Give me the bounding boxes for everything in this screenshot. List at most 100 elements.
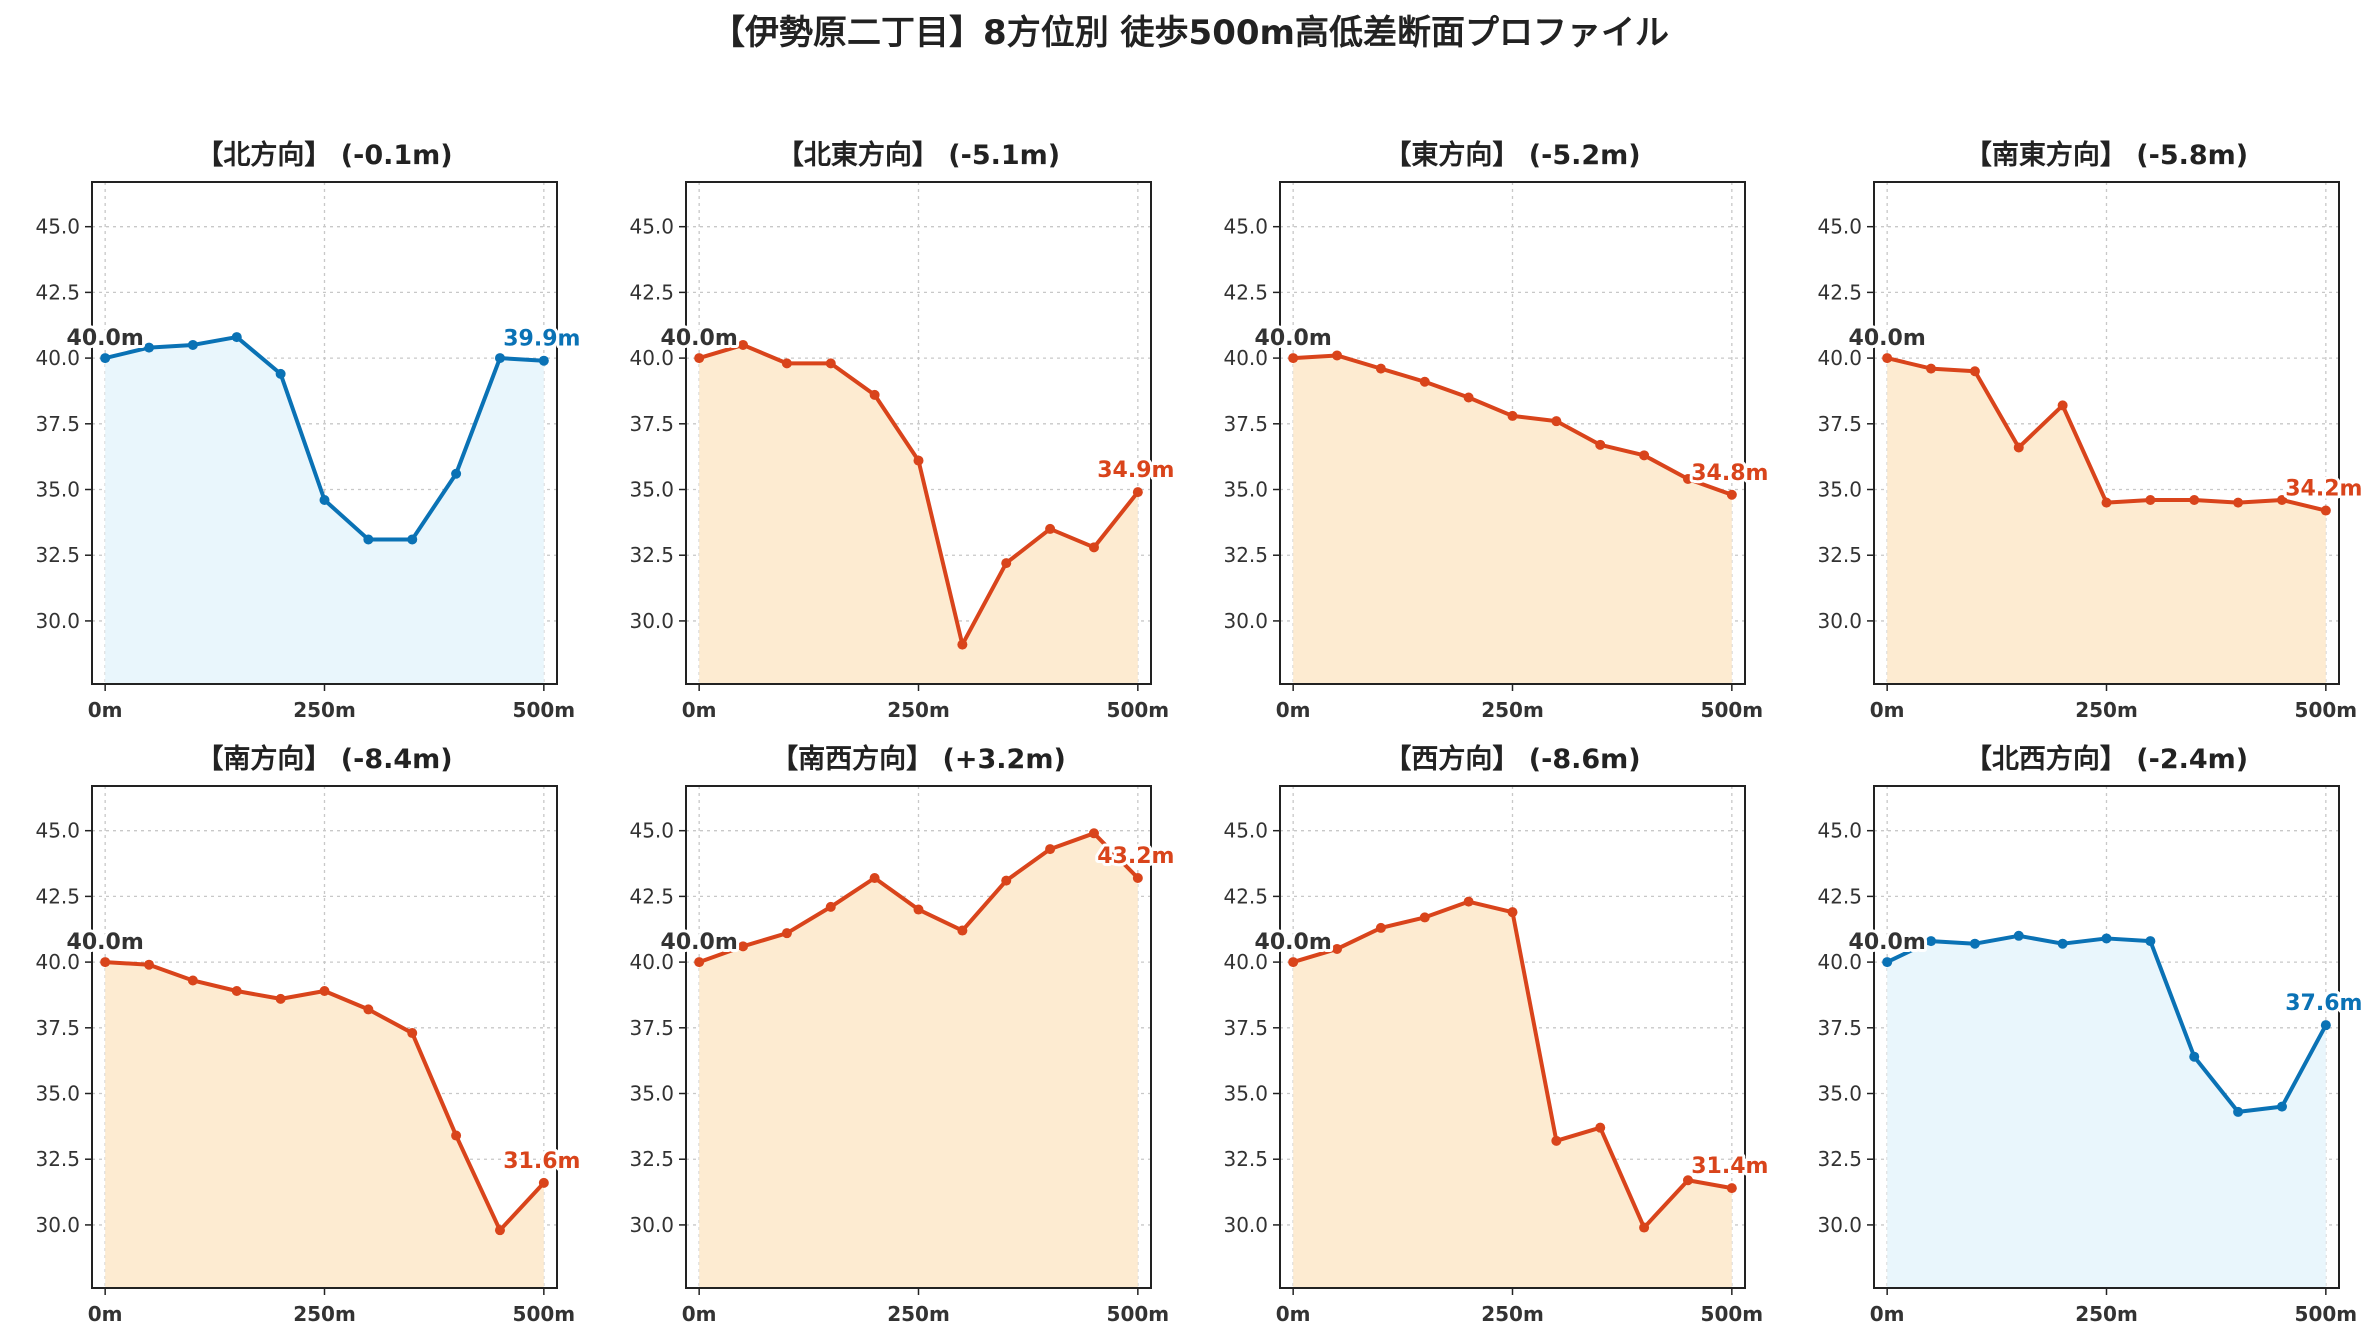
data-point	[231, 332, 242, 343]
y-tick-label: 35.0	[35, 478, 80, 502]
data-point	[100, 957, 111, 968]
y-tick-label: 45.0	[1817, 215, 1862, 239]
y-tick-label: 37.5	[629, 412, 674, 436]
y-tick-label: 40.0	[1223, 346, 1268, 370]
data-point	[275, 993, 286, 1004]
y-tick-label: 32.5	[1223, 1147, 1268, 1171]
y-tick-label: 37.5	[1223, 412, 1268, 436]
direction-panel: 【北東方向】 (-5.1m) 30.0 32.5 35.0 37.5 40.0 42.5 45…	[629, 139, 1177, 722]
end-elevation-label: 43.2m	[1097, 844, 1174, 869]
start-elevation-label: 40.0m	[661, 930, 738, 955]
data-point	[1551, 416, 1562, 427]
data-point	[694, 957, 705, 968]
data-point	[781, 928, 792, 939]
y-tick-label: 35.0	[629, 478, 674, 502]
x-tick-label: 250m	[293, 1302, 356, 1326]
panel-title: 【北東方向】 (-5.1m)	[777, 139, 1060, 171]
data-point	[2189, 495, 2200, 506]
y-tick-label: 32.5	[35, 543, 80, 567]
end-elevation-label: 34.8m	[1691, 461, 1768, 486]
x-tick-label: 500m	[1701, 698, 1764, 722]
y-tick-label: 30.0	[35, 1213, 80, 1237]
x-tick-label: 500m	[513, 698, 576, 722]
data-point	[187, 975, 198, 986]
x-tick-label: 0m	[88, 698, 123, 722]
y-tick-label: 40.0	[35, 950, 80, 974]
data-point	[1639, 450, 1650, 461]
start-elevation-label: 40.0m	[1255, 326, 1332, 351]
data-point	[869, 389, 880, 400]
y-tick-label: 42.5	[1223, 280, 1268, 304]
data-point	[1375, 363, 1386, 374]
x-tick-label: 0m	[682, 1302, 717, 1326]
data-point	[913, 904, 924, 915]
data-point	[1969, 366, 1980, 377]
data-point	[1882, 353, 1893, 364]
data-point	[2320, 1020, 2331, 1031]
y-tick-label: 32.5	[629, 1147, 674, 1171]
x-tick-label: 500m	[1107, 698, 1170, 722]
data-point	[1463, 392, 1474, 403]
data-point	[781, 358, 792, 369]
y-tick-label: 37.5	[1817, 412, 1862, 436]
y-tick-label: 40.0	[35, 346, 80, 370]
y-tick-label: 37.5	[1223, 1016, 1268, 1040]
data-point	[451, 1130, 462, 1141]
data-point	[825, 358, 836, 369]
y-tick-label: 45.0	[35, 819, 80, 843]
elevation-area	[1293, 901, 1732, 1288]
end-elevation-label: 31.4m	[1691, 1154, 1768, 1179]
data-point	[913, 455, 924, 466]
figure-title: 【伊勢原二丁目】8方位別 徒歩500m高低差断面プロファイル	[711, 13, 1669, 53]
data-point	[2276, 1101, 2287, 1112]
data-point	[451, 468, 462, 479]
data-point	[1595, 1122, 1606, 1133]
start-elevation-label: 40.0m	[67, 326, 144, 351]
data-point	[231, 986, 242, 997]
data-point	[319, 986, 330, 997]
data-point	[1332, 943, 1343, 954]
y-tick-label: 35.0	[1817, 478, 1862, 502]
y-tick-label: 37.5	[1817, 1016, 1862, 1040]
data-point	[2233, 497, 2244, 508]
data-point	[1463, 896, 1474, 907]
data-point	[869, 872, 880, 883]
panel-title: 【南西方向】 (+3.2m)	[771, 743, 1066, 775]
y-tick-label: 35.0	[35, 1082, 80, 1106]
end-elevation-label: 31.6m	[503, 1149, 580, 1174]
y-tick-label: 42.5	[1817, 884, 1862, 908]
y-tick-label: 42.5	[35, 280, 80, 304]
y-tick-label: 40.0	[1817, 346, 1862, 370]
start-elevation-label: 40.0m	[661, 326, 738, 351]
data-point	[494, 1225, 505, 1236]
x-tick-label: 250m	[2075, 1302, 2138, 1326]
data-point	[2057, 938, 2068, 949]
data-point	[1682, 1175, 1693, 1186]
elevation-area	[105, 962, 544, 1288]
data-point	[1969, 938, 1980, 949]
x-tick-label: 500m	[1701, 1302, 1764, 1326]
data-point	[1132, 487, 1143, 498]
y-tick-label: 30.0	[1223, 609, 1268, 633]
x-tick-label: 500m	[2295, 1302, 2358, 1326]
panel-title: 【北方向】 (-0.1m)	[196, 139, 452, 171]
x-tick-label: 250m	[887, 1302, 950, 1326]
data-point	[738, 941, 749, 952]
y-tick-label: 35.0	[1223, 1082, 1268, 1106]
y-tick-label: 45.0	[629, 215, 674, 239]
data-point	[1507, 907, 1518, 918]
y-tick-label: 40.0	[629, 346, 674, 370]
data-point	[1926, 936, 1937, 947]
x-tick-label: 0m	[1276, 1302, 1311, 1326]
y-tick-label: 32.5	[629, 543, 674, 567]
y-tick-label: 30.0	[1223, 1213, 1268, 1237]
y-tick-label: 42.5	[629, 884, 674, 908]
data-point	[1882, 957, 1893, 968]
data-point	[694, 353, 705, 364]
y-tick-label: 30.0	[1817, 1213, 1862, 1237]
x-tick-label: 500m	[513, 1302, 576, 1326]
data-point	[2101, 933, 2112, 944]
data-point	[1045, 523, 1056, 534]
data-point	[100, 353, 111, 364]
panel-title: 【東方向】 (-5.2m)	[1384, 139, 1640, 171]
